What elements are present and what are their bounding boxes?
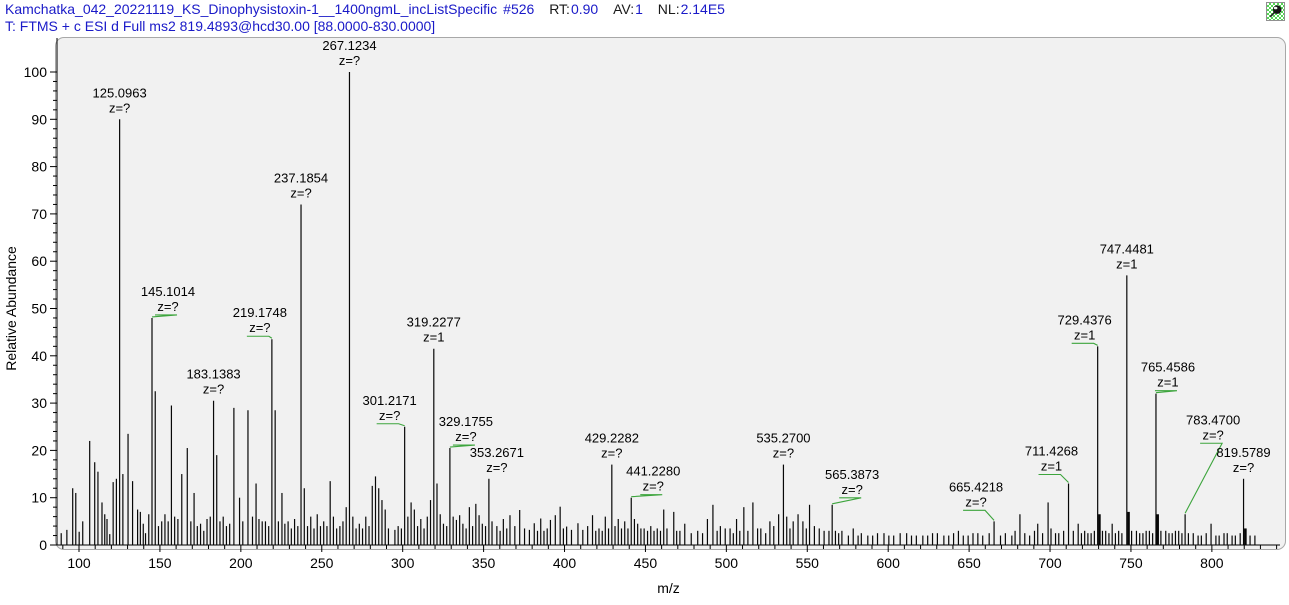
x-tick-label: 400 [553, 555, 577, 571]
x-tick-label: 100 [67, 555, 91, 571]
x-tick-label: 500 [715, 555, 739, 571]
x-tick-label: 650 [957, 555, 981, 571]
y-tick-label: 10 [31, 490, 47, 506]
y-tick-label: 30 [31, 395, 47, 411]
x-tick-label: 150 [148, 555, 172, 571]
x-tick-label: 300 [391, 555, 415, 571]
pin-button[interactable] [1266, 2, 1285, 21]
x-tick-label: 600 [877, 555, 901, 571]
y-tick-label: 50 [31, 301, 47, 317]
x-tick-label: 350 [472, 555, 496, 571]
y-tick-label: 80 [31, 159, 47, 175]
y-tick-label: 60 [31, 253, 47, 269]
x-tick-label: 750 [1119, 555, 1143, 571]
y-tick-label: 0 [39, 537, 47, 553]
y-axis-title: Relative Abundance [3, 246, 19, 371]
rt-value: 0.90 [570, 1, 599, 17]
raw-file-name: Kamchatka_042_20221119_KS_Dinophysistoxi… [5, 1, 498, 17]
pushpin-icon [1269, 5, 1282, 18]
av-value: 1 [635, 1, 643, 17]
x-tick-label: 450 [634, 555, 658, 571]
y-tick-label: 90 [31, 111, 47, 127]
rt-label: RT: [549, 1, 570, 17]
x-tick-label: 200 [229, 555, 253, 571]
nl-label: NL: [657, 1, 680, 17]
av-label: AV: [613, 1, 635, 17]
y-tick-label: 40 [31, 348, 47, 364]
scan-filter-line: T: FTMS + c ESI d Full ms2 819.4893@hcd3… [5, 18, 436, 34]
x-tick-label: 550 [796, 555, 820, 571]
nl-value: 2.14E5 [680, 1, 725, 17]
y-tick-label: 20 [31, 442, 47, 458]
plot-panel[interactable] [55, 37, 1286, 550]
scan-header: Kamchatka_042_20221119_KS_Dinophysistoxi… [5, 1, 725, 17]
scan-number: #526 [503, 1, 535, 17]
x-axis-title: m/z [657, 580, 680, 596]
y-tick-label: 100 [24, 64, 48, 80]
x-tick-label: 800 [1200, 555, 1224, 571]
y-tick-label: 70 [31, 206, 47, 222]
x-tick-label: 250 [310, 555, 334, 571]
x-tick-label: 700 [1038, 555, 1062, 571]
